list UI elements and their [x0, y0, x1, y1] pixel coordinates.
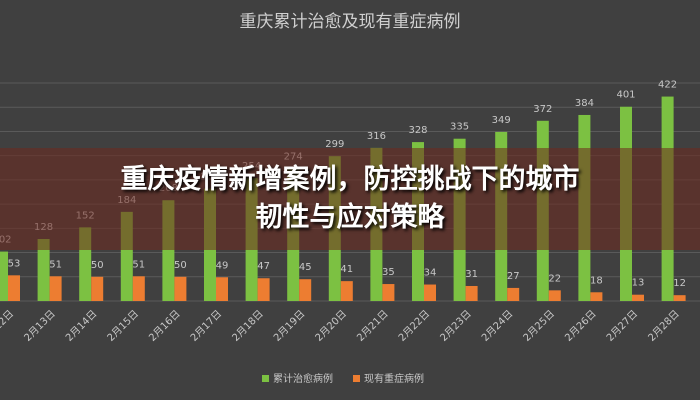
- data-label: 372: [533, 104, 552, 115]
- bar: [590, 292, 603, 301]
- bar: [91, 276, 104, 301]
- x-tick-label: 2月13日: [22, 308, 58, 344]
- x-tick-label: 2月24日: [479, 308, 515, 344]
- bar: [424, 284, 436, 301]
- data-label: 49: [216, 260, 229, 271]
- bar: [8, 275, 20, 301]
- x-tick-label: 2月22日: [396, 308, 432, 344]
- x-tick-label: 2月27日: [604, 308, 640, 344]
- data-label: 51: [132, 259, 145, 270]
- data-label: 12: [673, 278, 686, 289]
- bar: [548, 290, 561, 301]
- data-label: 51: [49, 259, 62, 270]
- banner: 重庆疫情新增案例，防控挑战下的城市 韧性与应对策略: [0, 148, 700, 250]
- x-tick-label: 2月15日: [105, 308, 141, 344]
- chart-title: 重庆累计治愈及现有重症病例: [240, 12, 461, 32]
- data-label: 53: [8, 258, 21, 269]
- x-tick-label: 2月16日: [147, 308, 183, 344]
- bar: [174, 276, 187, 301]
- bar: [37, 238, 50, 301]
- x-tick-label: 2月19日: [271, 308, 307, 344]
- data-label: 335: [450, 122, 469, 133]
- bar: [340, 281, 353, 301]
- x-tick-label: 2月17日: [188, 308, 224, 344]
- data-label: 422: [658, 80, 677, 91]
- legend-swatch: [353, 375, 360, 382]
- legend-swatch: [262, 375, 269, 382]
- bar: [132, 276, 145, 301]
- data-label: 35: [382, 267, 395, 278]
- bar: [299, 279, 312, 301]
- x-tick-label: 2月26日: [563, 308, 599, 344]
- x-tick-label: 2月28日: [646, 308, 682, 344]
- data-label: 18: [590, 275, 603, 286]
- data-label: 401: [616, 90, 635, 101]
- bar: [507, 287, 520, 301]
- x-tick-label: 2月25日: [521, 308, 557, 344]
- data-label: 22: [548, 273, 561, 284]
- data-label: 41: [340, 264, 353, 275]
- bar: [382, 284, 395, 301]
- bar: [465, 285, 478, 301]
- data-label: 316: [367, 131, 386, 142]
- data-label: 45: [299, 262, 312, 273]
- bar: [49, 276, 62, 301]
- data-label: 299: [325, 139, 344, 150]
- legend-label: 累计治愈病例: [273, 372, 333, 385]
- bar: [257, 278, 270, 301]
- x-tick-label: 2月18日: [230, 308, 266, 344]
- bar: [632, 294, 644, 301]
- data-label: 13: [632, 278, 645, 289]
- x-tick-label: 2月21日: [355, 308, 391, 344]
- data-label: 328: [408, 125, 427, 136]
- data-label: 50: [91, 260, 104, 271]
- data-label: 31: [465, 269, 478, 280]
- x-tick-label: 2月12日: [0, 308, 16, 344]
- bar: [216, 277, 228, 301]
- banner-line: 韧性与应对策略: [255, 202, 445, 233]
- data-label: 27: [507, 271, 520, 282]
- legend-label: 现有重症病例: [364, 372, 424, 385]
- x-tick-label: 2月23日: [438, 308, 474, 344]
- bar: [0, 251, 8, 301]
- data-label: 349: [492, 115, 511, 126]
- data-label: 384: [575, 98, 594, 109]
- banner-line: 重庆疫情新增案例，防控挑战下的城市: [120, 164, 580, 195]
- x-tick-label: 2月20日: [313, 308, 349, 344]
- bar: [673, 295, 686, 301]
- data-label: 34: [424, 268, 437, 279]
- x-tick-label: 2月14日: [63, 308, 99, 344]
- data-label: 50: [174, 260, 187, 271]
- data-label: 47: [257, 261, 270, 272]
